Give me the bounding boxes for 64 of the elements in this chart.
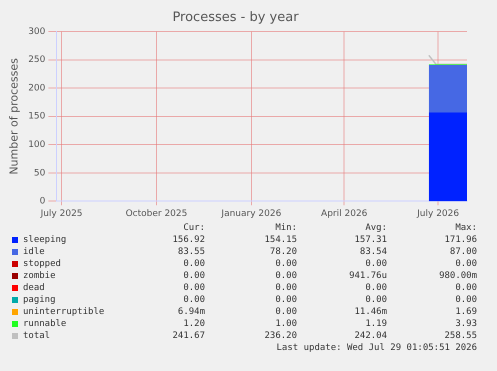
text: 0.00	[454, 294, 477, 306]
text: 236.20	[263, 330, 297, 342]
y-axis-title: Number of processes	[7, 58, 20, 175]
text: Last update: Wed Jul 29 01:05:51 2026	[276, 342, 478, 354]
text: 0.00	[364, 294, 387, 306]
text: 78.20	[268, 246, 297, 258]
text: Cur:	[182, 222, 205, 234]
text: 0.00	[274, 270, 297, 282]
y-tick-label: 200	[28, 83, 46, 94]
chart-title: Processes - by year	[172, 10, 300, 26]
legend-label: idle	[22, 246, 46, 258]
legend-label: dead	[22, 282, 46, 294]
text: 87.00	[448, 246, 477, 258]
y-tick-label: 150	[28, 112, 46, 122]
text: 156.92	[171, 234, 205, 246]
legend-label: zombie	[22, 270, 57, 282]
text: 0.00	[454, 282, 477, 294]
legend-label: paging	[22, 294, 57, 306]
text: 241.67	[171, 330, 205, 342]
x-tick-label: July 2025	[40, 208, 83, 219]
y-tick-label: 100	[28, 140, 46, 150]
x-tick-label: October 2025	[126, 208, 188, 219]
y-tick-label: 300	[28, 26, 46, 37]
text: Max:	[454, 222, 477, 234]
x-tick-label: July 2026	[416, 208, 460, 219]
text: 0.00	[182, 270, 205, 282]
text: 1.20	[182, 318, 205, 330]
text: 1.69	[454, 306, 477, 318]
text: 0.00	[364, 282, 387, 294]
text: 0.00	[274, 282, 297, 294]
text: 6.94m	[176, 306, 205, 318]
x-tick-label: January 2026	[220, 208, 282, 219]
text: 242.04	[353, 330, 387, 342]
text: 0.00	[274, 258, 297, 270]
text: 1.19	[364, 318, 387, 330]
text: 0.00	[274, 306, 297, 318]
y-tick-label: 0	[40, 196, 46, 207]
text: 980.00m	[438, 270, 477, 282]
legend-label: stopped	[22, 258, 62, 270]
text: 157.31	[353, 234, 387, 246]
text: 1.00	[274, 318, 297, 330]
text: 258.55	[443, 330, 477, 342]
text: 3.93	[454, 318, 477, 330]
legend-label: sleeping	[22, 234, 68, 246]
text: 171.96	[443, 234, 477, 246]
text: 154.15	[263, 234, 297, 246]
text: 0.00	[182, 258, 205, 270]
legend-label: uninterruptible	[22, 306, 106, 318]
text: Avg:	[364, 222, 387, 234]
text: 0.00	[364, 258, 387, 270]
text: 83.55	[176, 246, 205, 258]
legend-label: total	[22, 330, 52, 342]
x-tick-label: April 2026	[321, 208, 368, 219]
text: 11.46m	[353, 306, 387, 318]
text: 0.00	[182, 294, 205, 306]
text: Min:	[274, 222, 297, 234]
text: 0.00	[274, 294, 297, 306]
text: 0.00	[454, 258, 477, 270]
text: 941.76u	[348, 270, 387, 282]
legend-label: runnable	[22, 318, 68, 330]
text: 83.54	[358, 246, 387, 258]
y-tick-label: 50	[34, 168, 46, 178]
text: 0.00	[182, 282, 205, 294]
y-tick-label: 250	[28, 55, 46, 66]
